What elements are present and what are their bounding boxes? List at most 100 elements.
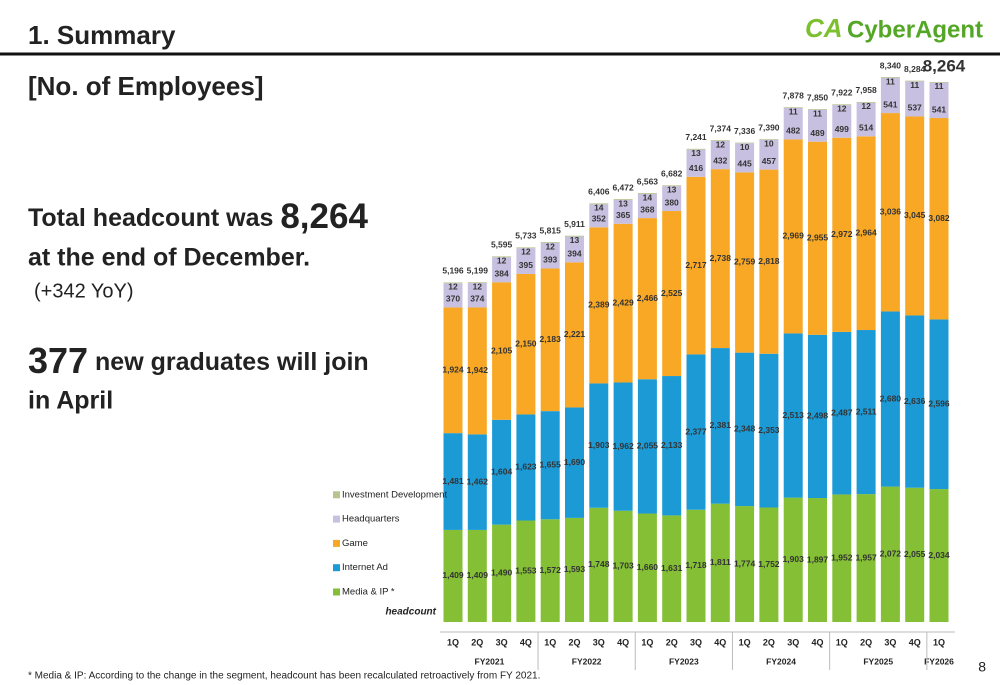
bar-segment [808,109,827,110]
legend-label: Media & IP * [342,587,395,598]
value-label: 13 [570,235,580,245]
bar-segment [565,262,584,408]
value-label: 2,487 [831,407,853,417]
bar-segment [443,283,463,308]
bar-segment [492,257,512,283]
group-label: FY2022 [572,656,602,666]
x-tick-label: 3Q [496,637,508,647]
value-label: 1,553 [515,566,537,576]
bar-segment [880,113,900,312]
bar-segment [637,379,657,514]
value-label: 1,957 [855,552,877,562]
total-label: 5,199 [467,266,489,276]
unit-label: headcount [385,607,436,618]
value-label: 1,409 [442,570,464,580]
value-label: 384 [495,269,509,279]
bar-segment [710,140,730,170]
value-label: 2,972 [831,229,853,239]
bar-segment [565,407,584,518]
value-label: 1,718 [685,560,707,570]
value-label: 11 [886,76,895,86]
value-label: 1,623 [515,462,537,472]
value-label: 374 [470,294,484,304]
bar-segment [905,116,925,316]
x-tick-label: 2Q [471,637,483,647]
value-label: 2,105 [491,345,513,355]
value-label: 368 [640,204,654,214]
bar-segment [443,529,463,622]
value-label: 2,377 [685,426,707,436]
bar-segment [735,352,755,507]
value-label: 11 [910,80,919,90]
value-label: 370 [446,294,460,304]
bar-segment [467,529,487,622]
bar-segment [565,235,584,237]
highlight-number: 377 [28,340,88,381]
value-label: 13 [618,198,628,208]
bar-segment [686,509,706,622]
value-label: 10 [764,138,774,148]
section-title: [No. of Employees] [28,71,263,101]
value-label: 445 [738,159,752,169]
value-label: 457 [762,156,776,166]
bar-segment [540,242,560,269]
bar-segment [589,227,609,384]
value-label: 2,596 [928,399,950,409]
value-label: 537 [908,103,922,113]
highlight-line: Total headcount was 8,264 [28,197,368,236]
bar-segment [735,142,755,144]
value-label: 352 [592,214,606,224]
value-label: 1,409 [467,570,489,580]
bar-segment [856,330,876,495]
value-label: 2,680 [880,393,902,403]
bar-segment [516,520,536,622]
bar-segment [686,149,706,177]
bar-segment [492,419,512,525]
total-label: 5,911 [564,219,585,229]
group-label: FY2024 [766,656,796,666]
value-label: 2,818 [758,256,780,266]
group-label: FY2021 [475,656,505,666]
bar-segment [832,137,852,332]
value-label: 416 [689,163,703,173]
total-label: 5,196 [442,266,464,276]
slide-title: 1. Summary [28,20,176,50]
value-label: 2,055 [637,441,659,451]
value-label: 1,903 [783,554,805,564]
value-label: 541 [883,99,897,109]
value-label: 1,903 [588,440,610,450]
bar-segment [759,139,779,170]
total-label: 8,284 [904,64,926,74]
legend-swatch [333,515,340,523]
bar-segment [783,497,803,622]
bar-segment [808,334,827,499]
value-label: 12 [521,247,531,257]
total-label: 7,390 [758,122,780,132]
bar-segment [662,211,682,377]
x-tick-label: 2Q [568,637,580,647]
bar-segment [905,80,925,82]
bar-segment [735,506,755,622]
bar-segment [662,186,682,212]
x-tick-label: 3Q [690,637,702,647]
x-tick-label: 1Q [447,637,459,647]
value-label: 2,034 [928,550,950,560]
value-label: 2,955 [807,232,829,242]
group-label: FY2025 [863,656,893,666]
total-label: 5,733 [515,231,537,241]
bar-segment [686,176,706,355]
bar-segment [832,105,852,138]
bar-segment [613,199,633,200]
bar-segment [565,236,584,263]
bar-segment [637,194,657,219]
value-label: 365 [616,210,630,220]
legend-label: Headquarters [342,514,400,525]
bar-segment [467,307,487,435]
value-label: 3,082 [928,213,950,223]
value-label: 12 [837,104,847,114]
bar-segment [929,489,949,622]
total-label: 6,682 [661,169,683,179]
value-label: 499 [835,124,849,134]
bar-segment [880,77,900,78]
